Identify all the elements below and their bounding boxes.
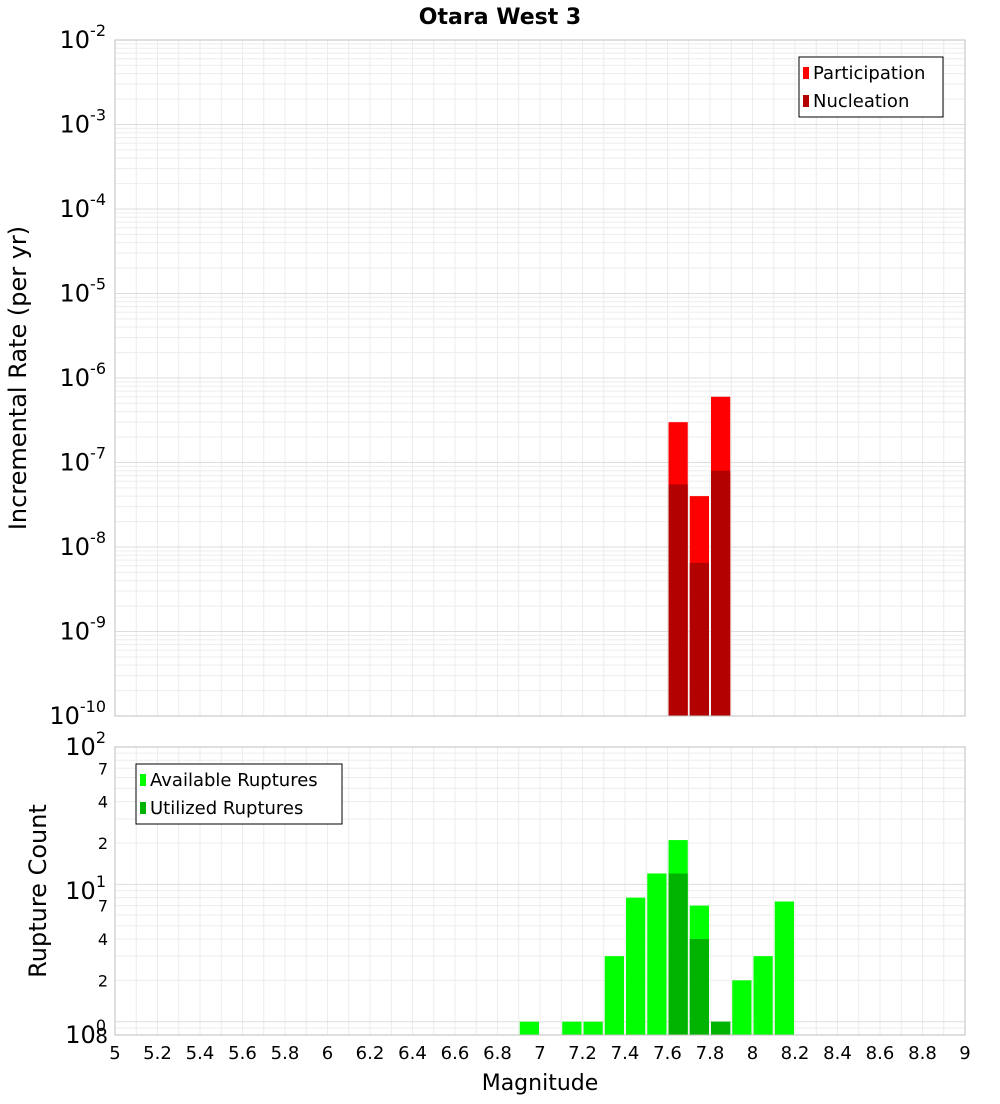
legend-box [798,56,944,118]
y-tick-label: 10-4 [60,190,107,223]
x-tick-label: 7.4 [611,1043,640,1064]
bars-count [519,840,794,1035]
y-minor-tick-label: 4 [98,930,108,949]
bar-available-ruptures [519,1021,539,1035]
legend-label-nucleation: Nucleation [813,91,909,112]
y-tick-label: 102 [65,728,106,761]
x-tick-label: 6.6 [441,1043,470,1064]
x-tick-label: 8.4 [823,1043,852,1064]
bar-available-ruptures [732,980,752,1035]
y-tick-label: 10-3 [60,106,107,139]
y-tick-labels-count: 102 101 100 7 4 2 7 4 2 8 [65,728,108,1049]
x-tick-label: 7 [534,1043,545,1064]
x-tick-label: 6.8 [483,1043,512,1064]
y-tick-label: 10-7 [60,444,107,477]
x-tick-label: 6 [322,1043,333,1064]
bar-available-ruptures [562,1021,582,1035]
legend-swatch-participation [803,67,809,79]
bar-available-ruptures [647,873,667,1035]
legend-count: Available Ruptures Utilized Ruptures [135,763,343,825]
x-tick-label: 7.2 [568,1043,597,1064]
bars-rate [668,396,731,716]
gridlines-rate [115,40,965,716]
x-tick-label: 5.6 [228,1043,257,1064]
y-tick-label: 10-10 [49,697,106,730]
bar-available-ruptures [604,956,624,1035]
y-minor-tick-label: 2 [98,971,108,990]
x-axis-label: Magnitude [482,1071,599,1096]
legend-swatch-nucleation [803,95,809,107]
x-tick-label: 7.6 [653,1043,682,1064]
legend-label-utilized-ruptures: Utilized Ruptures [150,798,303,819]
y-minor-tick-label: 7 [98,759,108,778]
y-tick-label: 10-6 [60,359,107,392]
y-tick-label: 10-2 [60,21,107,54]
bar-nucleation [711,470,731,716]
x-tick-label: 7.8 [696,1043,725,1064]
legend-swatch-utilized-ruptures [140,802,146,814]
y-axis-label-rate: Incremental Rate (per yr) [4,226,32,530]
y-tick-label: 10-5 [60,275,107,308]
x-tick-label: 8 [747,1043,758,1064]
y-tick-label: 10-8 [60,528,107,561]
y-minor-tick-label: 2 [98,834,108,853]
y-minor-tick-label: 4 [98,793,108,812]
bar-utilized-ruptures [668,873,688,1035]
plot-frame-count [114,746,966,1036]
panel-rate: 10-2 10-3 10-4 10-5 10-6 10-7 10-8 10-9 10-10 Inc… [4,21,966,730]
x-tick-label: 8.2 [781,1043,810,1064]
x-tick-label: 9 [959,1043,970,1064]
bar-available-ruptures [583,1021,603,1035]
y-minor-tick-label: 7 [98,897,108,916]
x-tick-label: 6.2 [356,1043,385,1064]
x-tick-label: 5.2 [143,1043,172,1064]
x-tick-label: 6.4 [398,1043,427,1064]
bar-utilized-ruptures [711,1021,731,1035]
bar-available-ruptures [753,956,773,1035]
x-tick-label: 5 [109,1043,120,1064]
x-tick-labels: 5 5.2 5.4 5.6 5.8 6 6.2 6.4 6.6 6.8 7 7.2 7.4 7.6 7.8 8… [109,1043,970,1064]
legend-swatch-available-ruptures [140,774,146,786]
x-tick-label: 8.6 [866,1043,895,1064]
legend-rate: Participation Nucleation [798,56,944,118]
x-tick-label: 5.8 [271,1043,300,1064]
legend-label-available-ruptures: Available Ruptures [150,770,318,791]
bar-nucleation [689,562,709,716]
y-axis-label-count: Rupture Count [24,804,52,978]
bar-utilized-ruptures [689,939,709,1035]
y-tick-label: 101 [65,872,106,905]
x-tick-label: 8.8 [908,1043,937,1064]
x-tick-label: 5.4 [186,1043,215,1064]
plot-frame-rate [114,39,966,717]
panel-count: 102 101 100 7 4 2 7 4 2 8 Rupture Count Available R… [24,728,966,1049]
y-minor-tick-label: 8 [95,1024,108,1048]
legend-box [135,763,343,825]
y-tick-labels-rate: 10-2 10-3 10-4 10-5 10-6 10-7 10-8 10-9 10-10 [49,21,106,730]
chart-title: Otara West 3 [419,5,581,30]
bar-available-ruptures [626,897,646,1035]
bar-nucleation [668,484,688,716]
y-tick-label: 100 [65,1016,106,1049]
bar-available-ruptures [774,901,794,1035]
legend-label-participation: Participation [813,63,925,84]
y-tick-label: 10-9 [60,613,107,646]
